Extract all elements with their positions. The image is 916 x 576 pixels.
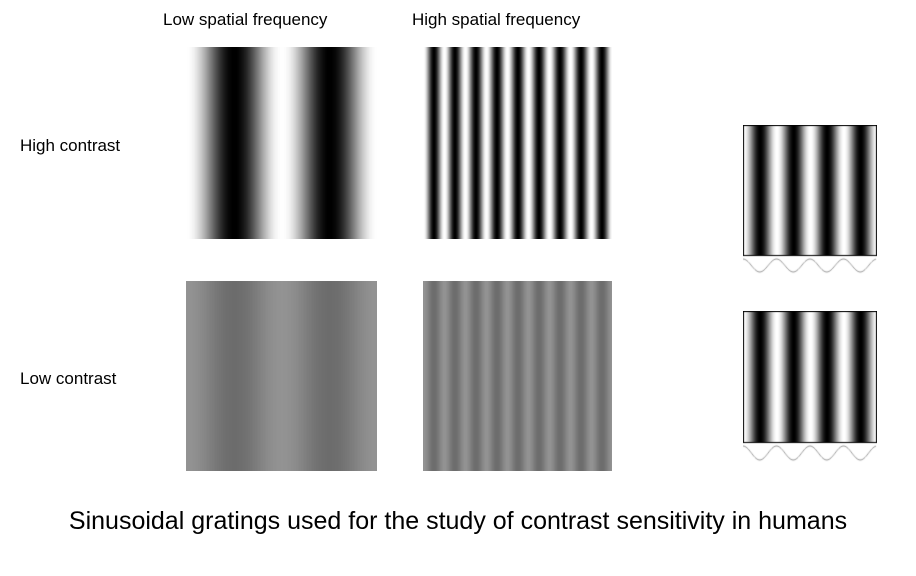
column-header-low-frequency: Low spatial frequency [163,10,328,29]
sine-grating-with-waveform-bottom [743,311,877,463]
column-header-high-frequency: High spatial frequency [412,10,581,29]
grating-high-frequency-high-contrast [423,47,612,239]
row-label-high-contrast: High contrast [20,136,121,155]
figure-caption: Sinusoidal gratings used for the study o… [68,507,848,535]
grating-low-frequency-low-contrast [186,281,377,471]
row-label-low-contrast: Low contrast [20,369,117,388]
sine-grating-with-waveform-top [743,125,877,275]
grating-high-frequency-low-contrast [423,281,612,471]
grating-low-frequency-high-contrast [186,47,377,239]
